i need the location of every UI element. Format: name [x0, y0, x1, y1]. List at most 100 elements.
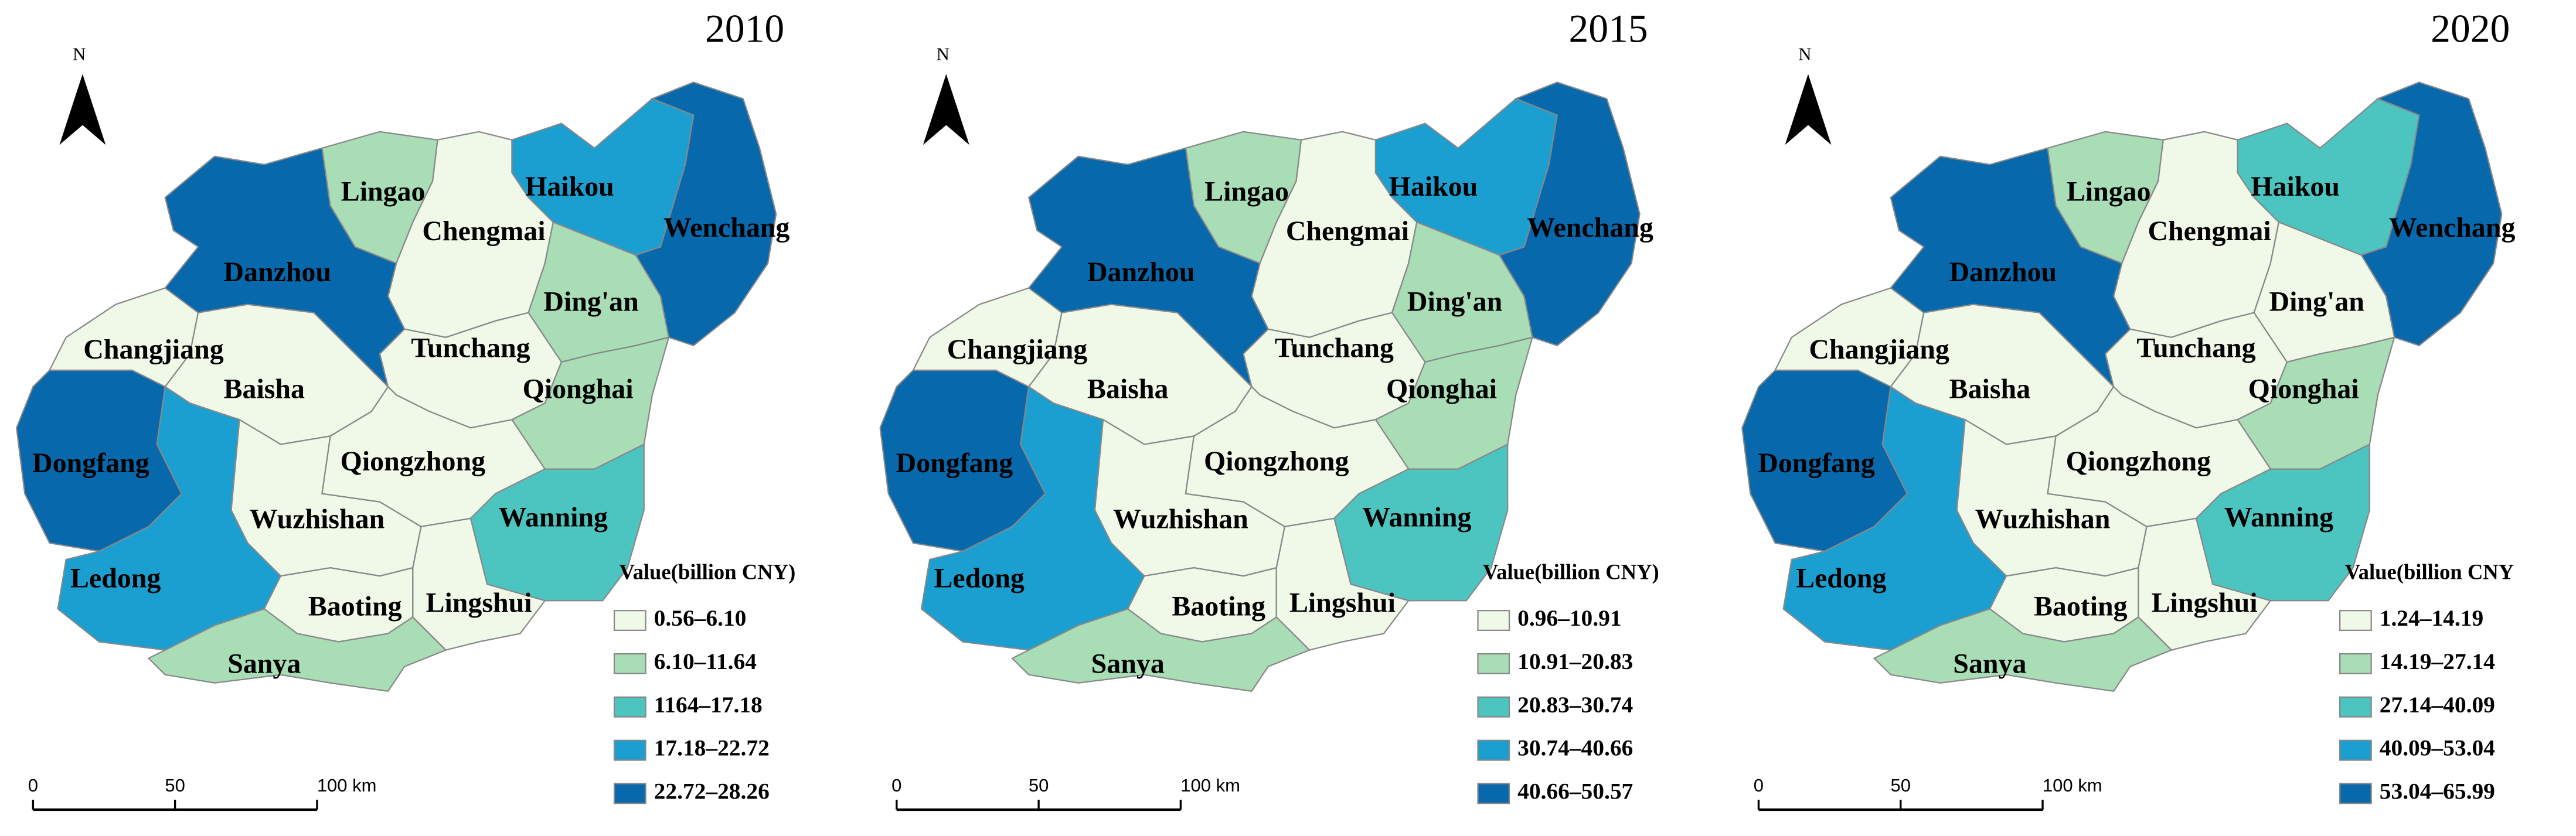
region-label: Dongfang: [32, 448, 149, 479]
region: [1498, 81, 1641, 347]
north-arrow: [1785, 74, 1832, 145]
region-label: Sanya: [1091, 649, 1165, 680]
region-label: Ledong: [934, 563, 1024, 594]
region-label: Wuzhishan: [250, 503, 385, 534]
panel-title: 2010: [705, 7, 784, 51]
scale-label: 0: [28, 775, 38, 796]
region-label: Qionghai: [523, 374, 634, 405]
legend-label: 17.18–22.72: [654, 735, 770, 761]
legend-label: 27.14–40.09: [2380, 692, 2495, 718]
region-label: Chengmai: [422, 216, 545, 247]
region-label: Lingshui: [2152, 588, 2258, 619]
legend-swatch: [613, 610, 646, 631]
region: [147, 608, 447, 692]
region-label: Sanya: [1953, 649, 2026, 680]
region-label: Ding'an: [543, 286, 638, 318]
region-label: Wuzhishan: [1975, 503, 2111, 534]
region-label: Danzhou: [224, 257, 332, 288]
region-label: Wenchang: [663, 212, 790, 243]
legend-swatch: [2339, 610, 2372, 631]
region-label: Haikou: [525, 171, 614, 202]
region-label: Lingao: [1204, 176, 1289, 207]
region: [2360, 81, 2503, 347]
legend-title: Value(billion CNY): [619, 560, 795, 584]
region-label: Dongfang: [896, 448, 1013, 479]
region-label: Ding'an: [2269, 286, 2364, 318]
region-label: Sanya: [227, 649, 301, 680]
region-label: Ledong: [70, 563, 161, 594]
north-label: N: [73, 44, 86, 64]
legend-swatch: [2339, 783, 2372, 804]
legend-title: Value(billion CNY): [1483, 560, 1659, 584]
region-label: Danzhou: [1087, 257, 1195, 288]
legend-swatch: [2339, 739, 2372, 761]
region: [1333, 443, 1509, 602]
north-label: N: [936, 44, 949, 64]
map-panel: Haikou Wenchang Lingao Chengmai Danzhou Ding'…: [16, 7, 795, 811]
region-label: Baisha: [224, 374, 305, 405]
region-label: Ding'an: [1407, 286, 1502, 318]
legend-label: 40.66–50.57: [1517, 779, 1633, 804]
region-label: Qionghai: [1386, 374, 1497, 405]
region-label: Wanning: [2224, 502, 2333, 533]
region-label: Ledong: [1796, 563, 1886, 594]
panel-title: 2020: [2431, 7, 2510, 51]
region-label: Haikou: [1389, 171, 1478, 202]
map-panel: Haikou Wenchang Lingao Chengmai Danzhou Ding'…: [879, 7, 1659, 811]
legend-label: 0.96–10.91: [1517, 605, 1621, 631]
scale-label: 100 km: [1180, 775, 1240, 796]
legend-label: 40.09–53.04: [2380, 735, 2495, 761]
scale-label: 0: [1754, 775, 1764, 796]
legend-label: 1164–17.18: [654, 692, 763, 718]
region-label: Wanning: [499, 502, 608, 533]
legend-label: 14.19–27.14: [2380, 649, 2495, 674]
region-label: Qionghai: [2248, 374, 2359, 405]
legend-label: 0.56–6.10: [654, 605, 747, 631]
legend-label: 20.83–30.74: [1517, 692, 1633, 718]
region-label: Tunchang: [2136, 332, 2255, 363]
region-label: Changjiang: [947, 334, 1088, 365]
region-label: Changjiang: [1809, 334, 1949, 365]
legend-swatch: [613, 783, 646, 804]
legend-swatch: [1477, 610, 1510, 631]
legend-label: 10.91–20.83: [1517, 649, 1633, 674]
legend-swatch: [613, 739, 646, 761]
scale-label: 50: [1890, 775, 1910, 796]
legend-label: 30.74–40.66: [1517, 735, 1633, 761]
north-arrow: [59, 74, 106, 145]
legend-swatch: [2339, 696, 2372, 718]
legend-swatch: [1477, 653, 1510, 674]
legend-swatch: [1477, 696, 1510, 718]
region-label: Dongfang: [1758, 448, 1875, 479]
region-label: Haikou: [2251, 171, 2340, 202]
region-label: Chengmai: [1286, 216, 1409, 247]
north-label: N: [1798, 44, 1811, 64]
panel-title: 2015: [1568, 7, 1648, 51]
legend-swatch: [1477, 783, 1510, 804]
region-label: Qiongzhong: [341, 446, 486, 477]
region: [469, 443, 645, 602]
region: [634, 81, 777, 347]
legend-swatch: [613, 653, 646, 674]
region-label: Wenchang: [2389, 212, 2516, 243]
scale-label: 100 km: [2043, 775, 2102, 796]
legend-title: Value(billion CNY: [2345, 560, 2514, 584]
region-label: Baisha: [1949, 374, 2030, 405]
region-label: Qiongzhong: [2066, 446, 2211, 477]
legend-swatch: [613, 696, 646, 718]
legend-label: 1.24–14.19: [2380, 605, 2483, 631]
region-label: Lingshui: [1289, 588, 1396, 619]
scale-label: 100 km: [317, 775, 377, 796]
map-panel: Haikou Wenchang Lingao Chengmai Danzhou Ding'…: [1741, 7, 2516, 811]
north-arrow: [923, 74, 969, 145]
region-label: Baoting: [308, 591, 402, 622]
region-label: Wanning: [1362, 502, 1471, 533]
legend-label: 53.04–65.99: [2380, 779, 2495, 804]
region-label: Tunchang: [1275, 332, 1394, 363]
region-label: Lingao: [341, 176, 426, 207]
region: [2195, 443, 2370, 602]
region-label: Chengmai: [2148, 216, 2271, 247]
region-label: Wuzhishan: [1113, 503, 1248, 534]
